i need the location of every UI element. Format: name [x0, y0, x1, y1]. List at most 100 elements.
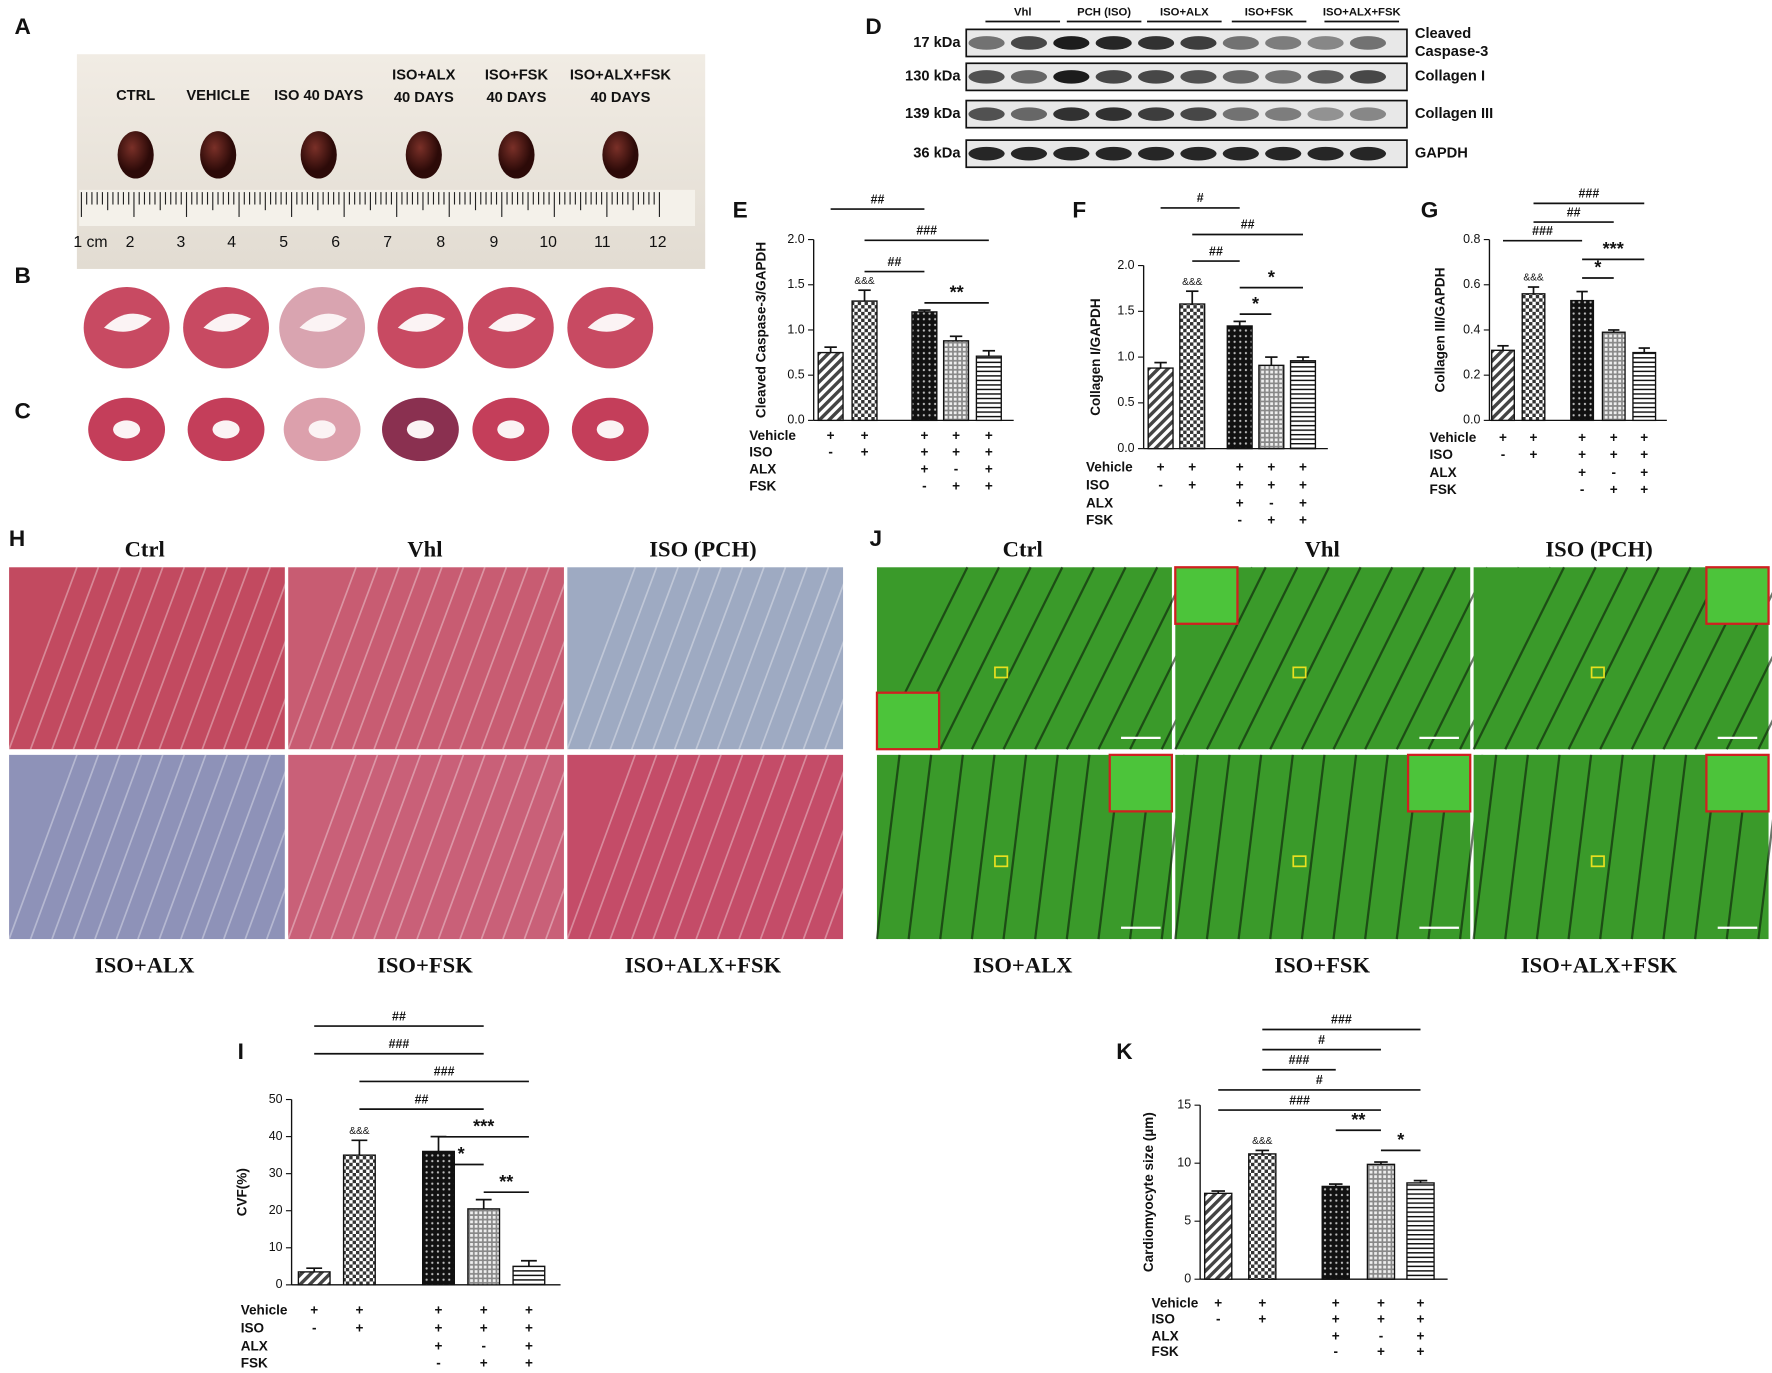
fiber-gap	[1034, 566, 1127, 750]
y-tick-label: 0.8	[1463, 232, 1480, 246]
y-tick-label: 0	[1184, 1271, 1191, 1285]
significance-text: **	[1351, 1110, 1366, 1130]
band-size: 17 kDa	[913, 35, 961, 51]
fiber-gap	[1364, 566, 1457, 750]
blot-band	[1349, 146, 1387, 161]
fiber-streak	[781, 754, 851, 940]
condition-mark: +	[920, 445, 928, 460]
condition-mark: +	[952, 445, 960, 460]
image-label: ISO+ALX	[95, 953, 195, 978]
fiber-gap	[1034, 754, 1059, 940]
blot-band	[1265, 70, 1302, 84]
condition-name: ISO	[1430, 447, 1453, 462]
ruler-label: 3	[176, 234, 185, 251]
fiber-gap	[1535, 754, 1561, 940]
blot-band	[1307, 146, 1344, 161]
ruler-label: 9	[489, 234, 498, 251]
panel-letter: E	[733, 197, 748, 222]
condition-mark: +	[1267, 513, 1275, 528]
fiber-streak	[673, 754, 744, 940]
fiber-streak	[394, 566, 465, 750]
bar	[1203, 1192, 1233, 1280]
y-tick-label: 50	[269, 1092, 283, 1106]
bar	[851, 300, 878, 422]
condition-mark: +	[525, 1302, 533, 1317]
blot-band	[1095, 70, 1132, 84]
condition-mark: -	[828, 445, 833, 460]
fiber-gap	[1300, 566, 1394, 750]
inset	[1174, 566, 1239, 625]
protein-name: Caspase-3	[1415, 44, 1488, 60]
condition-mark: -	[1501, 447, 1506, 462]
condition-name: FSK	[241, 1356, 268, 1371]
image-label: ISO (PCH)	[649, 537, 756, 562]
y-tick-label: 0.4	[1463, 322, 1480, 336]
fiber-streak	[502, 754, 572, 940]
fiber-gap	[1472, 754, 1498, 940]
group-label: ISO+ALX+FSK	[570, 68, 672, 84]
condition-name: ALX	[1430, 465, 1457, 480]
condition-name: ISO	[241, 1321, 264, 1336]
condition-mark: -	[1333, 1344, 1338, 1359]
fiber-streak	[416, 566, 486, 750]
fiber-streak	[51, 566, 121, 750]
bar	[942, 340, 970, 422]
protein-name: Collagen III	[1415, 106, 1493, 122]
bar	[1366, 1163, 1396, 1280]
fiber-gap	[1662, 754, 1688, 940]
significance-text: ##	[1209, 244, 1223, 258]
fiber-streak	[201, 754, 271, 940]
y-tick-label: 20	[269, 1203, 283, 1217]
fiber-streak	[137, 754, 207, 940]
significance-text: ###	[434, 1065, 455, 1079]
section-cavity	[113, 420, 141, 439]
y-tick-label: 0.2	[1463, 367, 1480, 381]
significance-text: ###	[1289, 1093, 1310, 1107]
condition-mark: +	[1299, 459, 1307, 474]
image-label: ISO+FSK	[377, 953, 473, 978]
fiber-gap	[875, 754, 901, 940]
group-label: 40 DAYS	[394, 90, 454, 106]
fiber-streak	[716, 566, 787, 750]
blot-band	[1222, 36, 1259, 50]
blot-band	[1265, 36, 1302, 50]
condition-name: Vehicle	[749, 428, 796, 443]
condition-mark: +	[1610, 430, 1618, 445]
condition-mark: +	[355, 1321, 363, 1336]
section-cavity	[308, 420, 336, 439]
fiber-gap	[1599, 754, 1624, 940]
blot-band	[968, 70, 1005, 84]
heart	[300, 131, 337, 179]
blot-band	[1095, 36, 1132, 50]
zoom-box	[994, 666, 1009, 679]
significance-text: #	[1316, 1073, 1323, 1087]
section-cavity	[406, 420, 434, 439]
fiber-streak	[351, 566, 422, 750]
y-tick-label: 0.5	[787, 367, 804, 381]
y-tick-label: 0.5	[1117, 395, 1134, 409]
condition-name: ISO	[1086, 477, 1109, 492]
condition-mark: +	[952, 479, 960, 494]
blot-band	[1307, 107, 1344, 121]
condition-name: Vehicle	[1430, 430, 1477, 445]
section-cavity	[497, 420, 525, 439]
y-tick-label: 1.5	[1117, 304, 1134, 318]
fiber-gap	[1599, 566, 1692, 750]
bar	[1632, 351, 1657, 422]
band-size: 130 kDa	[905, 69, 961, 85]
fiber-streak	[373, 754, 443, 940]
condition-mark: +	[525, 1356, 533, 1371]
bar	[1521, 293, 1546, 422]
condition-mark: +	[1267, 459, 1275, 474]
y-axis-title: CVF(%)	[235, 1168, 250, 1216]
fiber-gap	[1269, 566, 1362, 750]
bar	[1601, 331, 1626, 422]
fiber-gap	[939, 566, 1032, 750]
fiber-gap	[1237, 566, 1330, 750]
y-axis-title: Collagen I/GAPDH	[1088, 298, 1103, 415]
fiber-streak	[287, 754, 357, 940]
condition-mark: +	[1299, 513, 1307, 528]
condition-name: FSK	[749, 479, 776, 494]
condition-mark: -	[312, 1321, 317, 1336]
